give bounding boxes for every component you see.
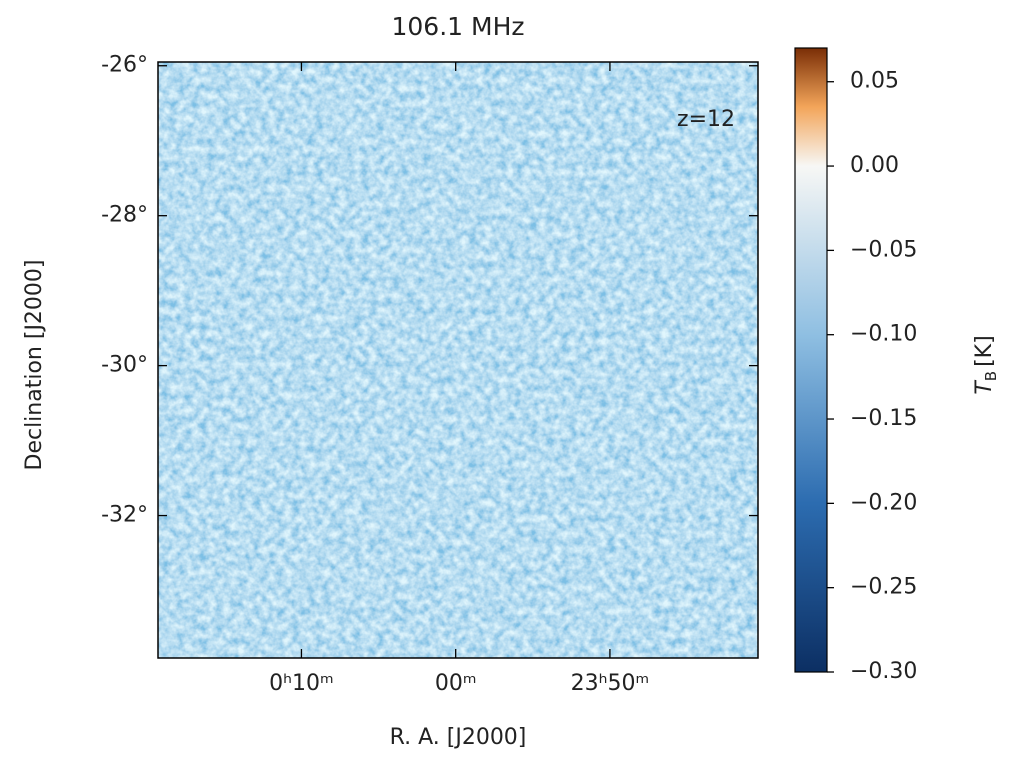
annotation: z=12 bbox=[677, 107, 735, 132]
y-tick-label: -32° bbox=[101, 503, 148, 528]
x-tick-label: 0ʰ10ᵐ bbox=[269, 671, 334, 696]
y-tick-label: -26° bbox=[101, 53, 148, 78]
colorbar-tick-label: −0.20 bbox=[850, 490, 917, 515]
colorbar-unit: [K] bbox=[972, 335, 997, 367]
colorbar-tick-label: −0.15 bbox=[850, 406, 917, 431]
colorbar-tick-label: −0.25 bbox=[850, 575, 917, 600]
colorbar-tick-label: −0.10 bbox=[850, 322, 917, 347]
x-tick-label: 23ʰ50ᵐ bbox=[571, 671, 650, 696]
chart-title: 106.1 MHz bbox=[391, 12, 524, 41]
colorbar-tick-label: 0.05 bbox=[850, 69, 899, 94]
colorbar-symbol: T bbox=[972, 380, 997, 395]
y-tick-label: -30° bbox=[101, 353, 148, 378]
sky-map bbox=[158, 62, 758, 658]
y-tick-label: -28° bbox=[101, 203, 148, 228]
y-axis-label: Declination [J2000] bbox=[22, 260, 47, 471]
colorbar-tick-label: 0.00 bbox=[850, 153, 899, 178]
colorbar-subscript: B bbox=[982, 371, 1000, 381]
x-axis-label: R. A. [J2000] bbox=[390, 725, 527, 750]
colorbar-label: TB [K] bbox=[972, 335, 1000, 394]
colorbar-tick-label: −0.05 bbox=[850, 237, 917, 262]
colorbar-tick-label: −0.30 bbox=[850, 659, 917, 684]
plot-frame bbox=[157, 61, 759, 659]
colorbar bbox=[794, 47, 828, 673]
x-tick-label: 00ᵐ bbox=[435, 671, 477, 696]
